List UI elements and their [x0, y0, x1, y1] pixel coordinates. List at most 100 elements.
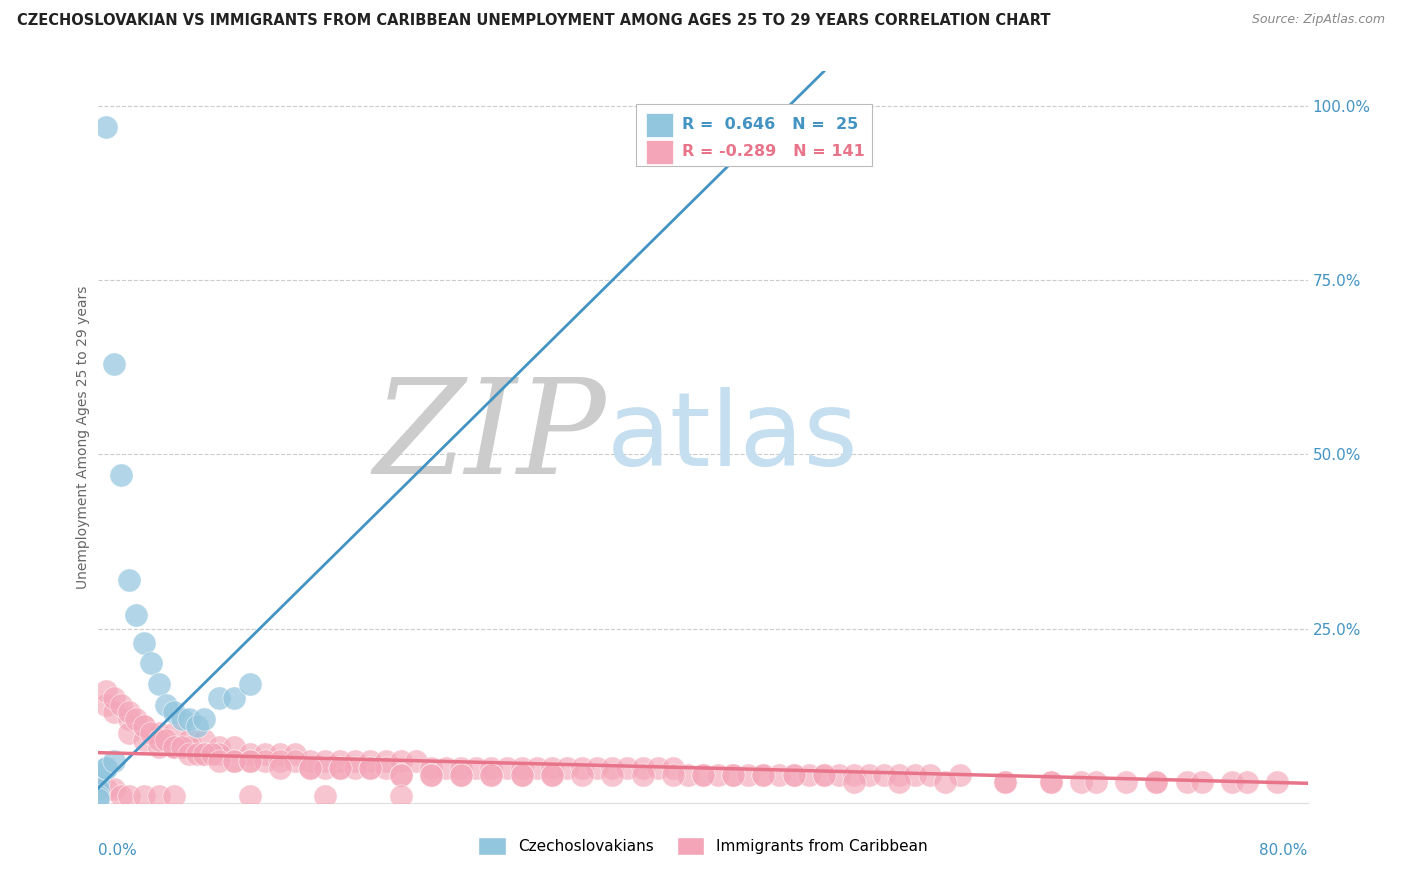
Point	[360, 761, 382, 775]
Point	[389, 754, 412, 768]
Point	[118, 712, 141, 726]
Point	[118, 705, 141, 719]
Point	[918, 768, 941, 782]
Point	[344, 754, 367, 768]
Point	[934, 775, 956, 789]
Point	[170, 740, 193, 755]
Text: 80.0%: 80.0%	[1260, 843, 1308, 858]
Point	[103, 781, 125, 796]
Point	[94, 781, 117, 796]
Point	[155, 733, 177, 747]
Point	[103, 754, 125, 768]
Point	[661, 761, 683, 775]
Point	[994, 775, 1017, 789]
Point	[284, 747, 307, 761]
Point	[155, 698, 177, 713]
Point	[110, 698, 132, 713]
Point	[389, 768, 412, 782]
Point	[193, 747, 215, 761]
Point	[125, 607, 148, 622]
Point	[94, 761, 117, 775]
Text: ZIP: ZIP	[374, 373, 606, 501]
Point	[110, 789, 132, 803]
Point	[87, 775, 110, 789]
Point	[239, 789, 262, 803]
Point	[299, 761, 322, 775]
Point	[844, 775, 866, 789]
Point	[586, 761, 609, 775]
Point	[118, 726, 141, 740]
Point	[495, 761, 517, 775]
Point	[1070, 775, 1092, 789]
Point	[540, 768, 562, 782]
Point	[179, 740, 201, 755]
Point	[87, 768, 110, 782]
Point	[118, 573, 141, 587]
Point	[450, 768, 472, 782]
Point	[186, 747, 208, 761]
Point	[163, 740, 186, 755]
Point	[797, 768, 820, 782]
Point	[163, 726, 186, 740]
Point	[344, 761, 367, 775]
Point	[179, 733, 201, 747]
Point	[783, 768, 806, 782]
Point	[329, 754, 352, 768]
Point	[1236, 775, 1258, 789]
Point	[949, 768, 972, 782]
Point	[148, 726, 170, 740]
Point	[170, 712, 193, 726]
Point	[555, 761, 578, 775]
Point	[450, 768, 472, 782]
Point	[1039, 775, 1062, 789]
Text: 0.0%: 0.0%	[98, 843, 138, 858]
Point	[314, 789, 336, 803]
Point	[118, 789, 141, 803]
Point	[526, 761, 548, 775]
Point	[1144, 775, 1167, 789]
Point	[1144, 775, 1167, 789]
Text: CZECHOSLOVAKIAN VS IMMIGRANTS FROM CARIBBEAN UNEMPLOYMENT AMONG AGES 25 TO 29 YE: CZECHOSLOVAKIAN VS IMMIGRANTS FROM CARIB…	[17, 13, 1050, 29]
Text: Source: ZipAtlas.com: Source: ZipAtlas.com	[1251, 13, 1385, 27]
Point	[253, 754, 276, 768]
Point	[889, 775, 911, 789]
Point	[707, 768, 730, 782]
Point	[224, 754, 246, 768]
Point	[676, 768, 699, 782]
Point	[813, 768, 835, 782]
Point	[103, 691, 125, 706]
Point	[434, 761, 457, 775]
Point	[602, 761, 624, 775]
Legend: Czechoslovakians, Immigrants from Caribbean: Czechoslovakians, Immigrants from Caribb…	[472, 831, 934, 861]
Point	[873, 768, 896, 782]
Point	[1191, 775, 1213, 789]
Point	[571, 761, 593, 775]
Text: R = -0.289   N = 141: R = -0.289 N = 141	[682, 145, 865, 160]
Point	[163, 740, 186, 755]
Point	[994, 775, 1017, 789]
Point	[141, 726, 163, 740]
Point	[269, 754, 291, 768]
Point	[239, 754, 262, 768]
Point	[132, 719, 155, 733]
Point	[94, 761, 117, 775]
Point	[94, 120, 117, 134]
Point	[571, 768, 593, 782]
Point	[163, 789, 186, 803]
Point	[1220, 775, 1243, 789]
Bar	[647, 113, 673, 137]
Point	[405, 754, 427, 768]
Point	[201, 747, 224, 761]
Point	[94, 698, 117, 713]
Point	[193, 733, 215, 747]
Point	[269, 747, 291, 761]
Point	[94, 684, 117, 698]
Point	[299, 761, 322, 775]
Point	[208, 754, 231, 768]
Point	[661, 768, 683, 782]
Point	[737, 768, 759, 782]
Point	[1039, 775, 1062, 789]
Point	[602, 768, 624, 782]
Point	[540, 768, 562, 782]
Point	[420, 768, 443, 782]
